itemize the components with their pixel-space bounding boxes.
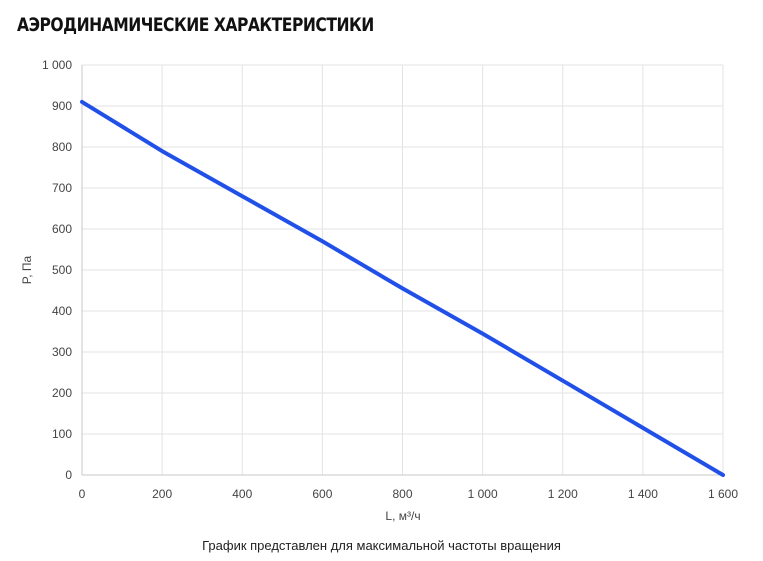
y-tick-label: 300 — [52, 345, 72, 359]
x-tick-label: 200 — [152, 487, 172, 501]
page-title: АЭРОДИНАМИЧЕСКИЕ ХАРАКТЕРИСТИКИ — [17, 14, 374, 36]
y-tick-label: 800 — [52, 140, 72, 154]
chart-axes — [81, 65, 723, 476]
y-tick-label: 200 — [52, 386, 72, 400]
chart-tick-labels: 0 200 400 600 800 1 000 1 200 1 400 1 600 0 100 200… — [42, 58, 738, 501]
y-tick-label: 700 — [52, 181, 72, 195]
y-tick-label: 600 — [52, 222, 72, 236]
y-tick-label: 100 — [52, 427, 72, 441]
x-tick-label: 1 600 — [708, 487, 738, 501]
x-tick-label: 400 — [232, 487, 252, 501]
x-tick-label: 1 000 — [468, 487, 498, 501]
chart-series — [80, 99, 725, 477]
y-tick-label: 500 — [52, 263, 72, 277]
x-tick-label: 0 — [79, 487, 86, 501]
chart-footnote: График представлен для максимальной част… — [202, 538, 561, 553]
y-tick-label: 1 000 — [42, 58, 72, 72]
y-tick-label: 900 — [52, 99, 72, 113]
x-tick-label: 1 400 — [628, 487, 658, 501]
aerodynamic-chart: 0 200 400 600 800 1 000 1 200 1 400 1 600 0 100 200… — [20, 58, 738, 523]
x-tick-label: 800 — [392, 487, 412, 501]
y-axis-label: P, Па — [20, 255, 34, 284]
series-line — [80, 99, 725, 477]
x-axis-label: L, м³/ч — [385, 509, 420, 523]
y-tick-label: 400 — [52, 304, 72, 318]
x-tick-label: 1 200 — [548, 487, 578, 501]
chart-grid — [82, 64, 724, 475]
x-tick-label: 600 — [312, 487, 332, 501]
y-tick-label: 0 — [65, 468, 72, 482]
